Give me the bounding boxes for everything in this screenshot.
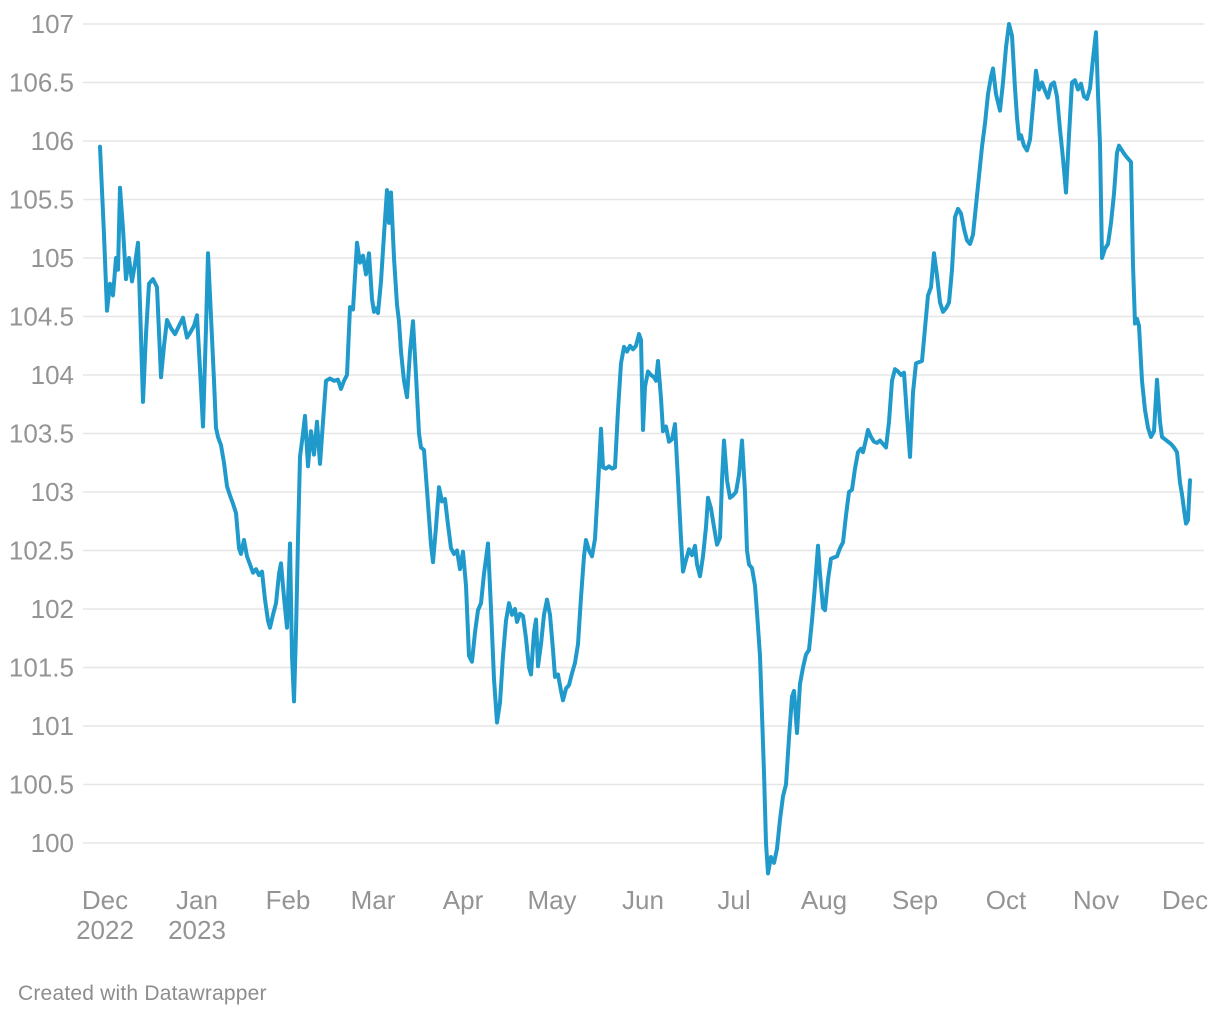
y-tick-label: 105.5	[9, 185, 74, 215]
y-tick-label: 103.5	[9, 419, 74, 449]
x-tick-label: Jul	[717, 885, 750, 915]
y-tick-label: 100	[31, 828, 74, 858]
y-tick-label: 101	[31, 711, 74, 741]
y-tick-label: 105	[31, 243, 74, 273]
line-chart-svg: 107 106.5 106 105.5 105 104.5 104 103.5 103 102.5…	[9, 9, 1208, 945]
datawrapper-credit: Created with Datawrapper	[18, 982, 267, 1005]
y-tick-label: 104.5	[9, 302, 74, 332]
x-tick-year-label: 2022	[76, 915, 134, 945]
x-tick-label: Feb	[266, 885, 311, 915]
y-tick-label: 100.5	[9, 770, 74, 800]
x-tick-label: Dec	[1162, 885, 1208, 915]
y-tick-label: 106	[31, 126, 74, 156]
y-tick-label: 102	[31, 594, 74, 624]
x-tick-label: Mar	[351, 885, 396, 915]
y-tick-label: 104	[31, 360, 74, 390]
y-tick-label: 106.5	[9, 68, 74, 98]
y-tick-label: 103	[31, 477, 74, 507]
x-tick-label: Jan	[176, 885, 218, 915]
y-tick-label: 102.5	[9, 536, 74, 566]
x-tick-label: Apr	[443, 885, 484, 915]
y-tick-label: 107	[31, 9, 74, 39]
x-tick-year-label: 2023	[168, 915, 226, 945]
x-tick-label: Sep	[892, 885, 938, 915]
x-tick-label: Nov	[1073, 885, 1119, 915]
x-tick-label: May	[527, 885, 576, 915]
y-tick-label: 101.5	[9, 653, 74, 683]
x-tick-label: Oct	[986, 885, 1027, 915]
x-tick-label: Jun	[622, 885, 664, 915]
x-tick-label: Dec	[82, 885, 128, 915]
data-line	[98, 22, 1192, 876]
x-tick-label: Aug	[801, 885, 847, 915]
